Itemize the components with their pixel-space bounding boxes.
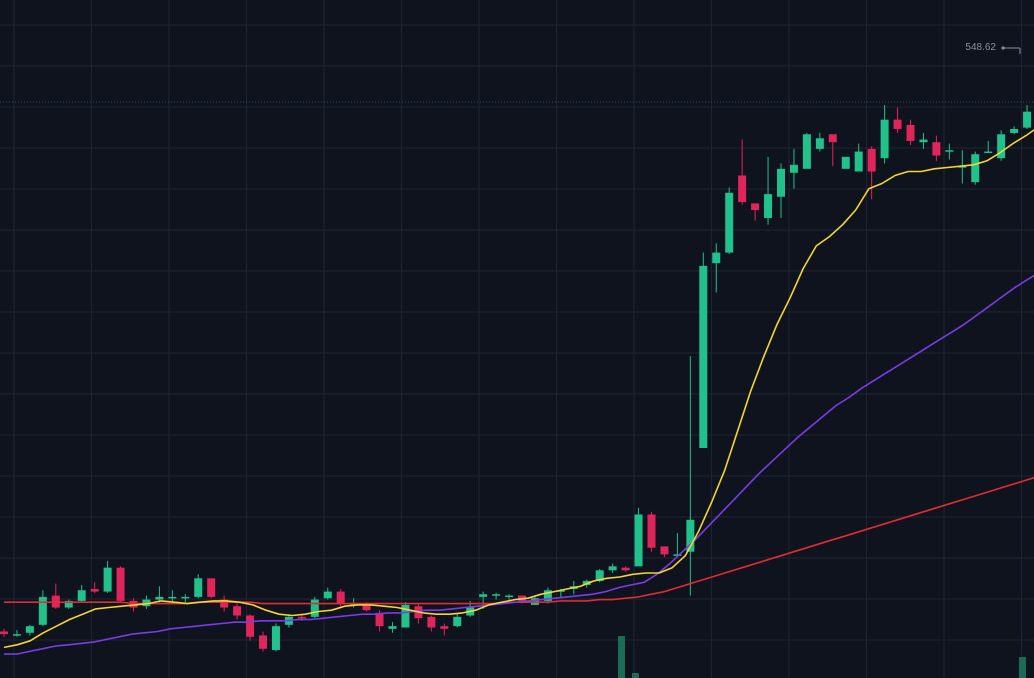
- candle-down: [362, 603, 371, 611]
- candle-up: [699, 265, 708, 449]
- price-tag-dot: [1001, 46, 1005, 50]
- candle-down: [440, 626, 449, 629]
- candle-up: [38, 596, 47, 625]
- candle-down: [375, 612, 384, 627]
- candle-up: [12, 634, 21, 636]
- candle-up: [271, 626, 280, 651]
- candle-up: [401, 604, 410, 628]
- volume-bar: [1019, 657, 1026, 678]
- candle-up: [673, 554, 682, 556]
- candle-down: [207, 578, 216, 597]
- candle-up: [168, 596, 177, 599]
- candle-up: [686, 519, 695, 552]
- candle-down: [297, 616, 306, 619]
- candle-up: [984, 151, 993, 154]
- candle-up: [64, 600, 73, 608]
- candle-up: [388, 626, 397, 629]
- candle-up: [815, 138, 824, 149]
- candle-down: [427, 616, 436, 628]
- candle-up: [323, 591, 332, 599]
- candle-down: [932, 142, 941, 156]
- candle-down: [647, 514, 656, 548]
- candle-up: [764, 194, 773, 219]
- volume-bar: [618, 636, 625, 678]
- candle-down: [660, 546, 669, 555]
- candle-up: [971, 154, 980, 183]
- candle-down: [621, 567, 630, 571]
- candle-up: [997, 134, 1006, 159]
- candle-up: [919, 139, 928, 143]
- candle-up: [958, 166, 967, 168]
- candle-up: [194, 578, 203, 597]
- candle-up: [77, 590, 86, 601]
- candle-up: [945, 150, 954, 152]
- moving-average-fast-line: [3, 128, 1034, 649]
- candle-down: [259, 635, 267, 649]
- candle-up: [492, 594, 501, 596]
- candle-down: [90, 588, 99, 592]
- candle-up: [854, 151, 863, 172]
- candle-down: [893, 119, 902, 129]
- candle-up: [181, 596, 190, 599]
- candle-up: [25, 626, 34, 633]
- candle-down: [116, 567, 125, 601]
- candle-down: [751, 203, 760, 211]
- candle-up: [880, 119, 889, 159]
- candle-up: [725, 192, 734, 253]
- moving-average-mid-line: [4, 274, 1034, 655]
- candle-up: [789, 164, 798, 173]
- candle-up: [802, 134, 811, 169]
- candle-down: [246, 615, 255, 637]
- candle-down: [336, 591, 345, 604]
- candle-up: [634, 514, 643, 567]
- candle-down: [828, 134, 837, 143]
- candle-up: [1023, 111, 1032, 128]
- candle-down: [220, 599, 229, 608]
- volume-bar: [632, 673, 639, 678]
- candle-down: [738, 175, 747, 203]
- candle-up: [543, 590, 552, 601]
- candle-down: [233, 606, 242, 616]
- candle-up: [155, 596, 164, 600]
- candle-down: [867, 148, 876, 172]
- candle-up: [595, 570, 604, 581]
- candle-up: [712, 252, 721, 264]
- candle-down: [0, 631, 8, 635]
- candle-up: [103, 567, 112, 592]
- candle-up: [608, 566, 617, 571]
- last-price-label: 548.62: [965, 42, 996, 53]
- candle-down: [906, 124, 915, 141]
- candle-up: [777, 168, 785, 197]
- candle-up: [310, 599, 319, 617]
- candle-up: [1010, 128, 1019, 133]
- candle-up: [841, 156, 850, 169]
- candle-up: [453, 616, 462, 627]
- candle-up: [479, 594, 488, 597]
- candle-up: [505, 595, 514, 598]
